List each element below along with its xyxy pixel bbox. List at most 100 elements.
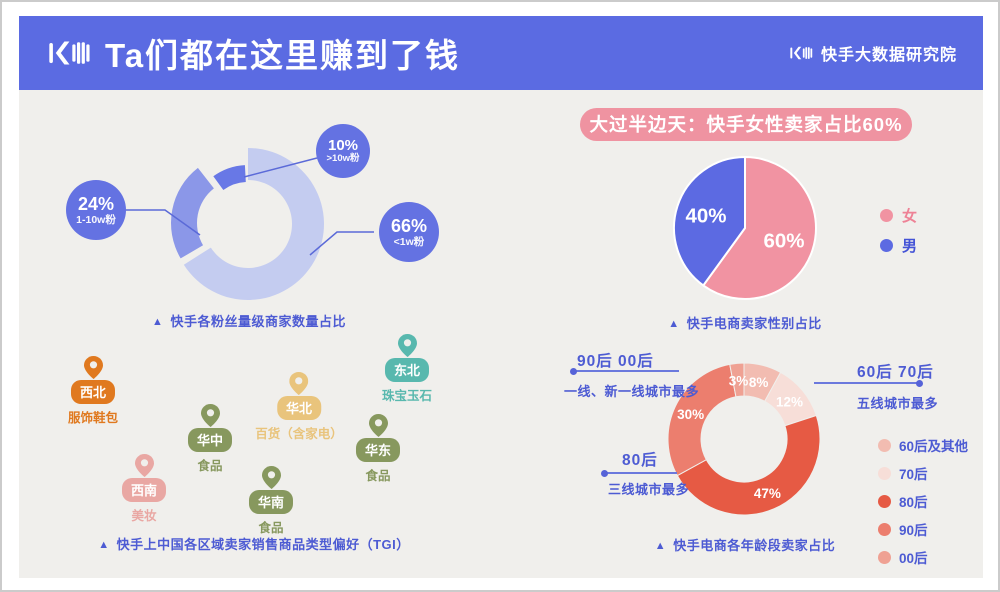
legend-label: 80后 [899,495,928,510]
gender-slice-label: 40% [685,204,726,227]
triangle-marker-icon: ▲ [98,539,110,551]
age-segment-90后 [667,363,737,477]
region-category-label: 食品 [258,521,284,535]
age-annotation-60-70-line [814,379,923,387]
age-legend-item-00后: 00后 [878,547,968,567]
kuaishou-logo-icon [49,41,90,65]
age-segment-label: 47% [754,486,781,501]
age-annotation-60-70-sub: 五线城市最多 [857,396,939,411]
region-item-华北: 华北百货（含家电） [255,372,343,442]
fans-segment->10w粉 [213,165,246,191]
gender-pie-chart: 60% 40% [673,155,817,300]
region-name-badge: 华东 [355,438,401,462]
callout-label: >10w粉 [326,153,360,165]
age-legend-item-90后: 90后 [878,519,968,539]
fans-segment-<1w粉 [183,148,324,301]
age-annotation-60-70-title: 60后 70后 [857,364,934,381]
region-item-西南: 西南 美妆 [121,454,167,524]
map-pin-icon [397,334,417,357]
age-legend-item-60后及其他: 60后及其他 [878,435,968,455]
header-left: Ta们都在这里赚到了钱 [45,29,460,77]
age-annotation-80-line [601,469,677,477]
region-item-西北: 西北 服饰鞋包 [68,356,118,426]
age-legend: 60后及其他 70后 80后 90后 00后 [878,435,968,567]
region-item-华中: 华中 食品 [187,404,233,474]
age-segment-80后 [676,414,821,516]
region-category-label: 珠宝玉石 [381,389,433,403]
callout-bubble-under-1w: 66% <1w粉 [379,202,439,262]
age-segment-label: 8% [749,375,769,390]
age-segment-label: 30% [677,407,704,422]
region-category-label: 服饰鞋包 [67,411,119,425]
age-chart-caption: ▲ 快手电商各年龄段卖家占比 [654,538,836,553]
region-item-华南: 华南 食品 [248,466,294,536]
legend-label: 女 [902,208,918,225]
region-name-badge: 东北 [384,358,430,382]
age-annotation-80-title: 80后 [622,452,658,469]
map-pin-icon [289,372,309,395]
kuaishou-logo-icon-small [790,46,813,60]
region-name-badge: 华北 [276,396,322,420]
triangle-marker-icon: ▲ [152,316,164,328]
callout-bubble-1-10w: 24% 1-10w粉 [66,180,126,240]
gender-chart-caption: ▲ 快手电商卖家性别占比 [668,316,822,331]
callout-label: 1-10w粉 [76,214,116,227]
fans-leader-line [125,209,201,236]
region-name-badge: 西北 [70,380,116,404]
region-item-东北: 东北 珠宝玉石 [382,334,432,404]
gender-legend-item-女: 女 [880,205,917,226]
region-name-badge: 华中 [187,428,233,452]
gender-slice-label: 60% [763,230,804,253]
fans-donut-chart [125,148,374,301]
age-legend-item-70后: 70后 [878,463,968,483]
header-bar: Ta们都在这里赚到了钱 快手大数据研究院 [19,16,983,90]
age-annotation-90-00-title: 90后 00后 [577,353,654,370]
legend-label: 90后 [899,523,928,538]
age-donut-chart: 8% 12% 47% 30% 3% [667,362,821,516]
legend-label: 00后 [899,551,928,566]
gender-banner: 大过半边天：快手女性卖家占比60% [580,108,912,141]
fans-leader-line [309,231,374,256]
region-category-label: 食品 [197,459,223,473]
legend-label: 70后 [899,467,928,482]
content-area [19,90,983,578]
callout-percent: 24% [77,193,115,214]
header-right: 快手大数据研究院 [788,41,957,65]
legend-dot [878,522,891,536]
triangle-marker-icon: ▲ [668,318,680,330]
map-pin-icon [200,404,220,427]
region-map-caption: ▲ 快手上中国各区域卖家销售商品类型偏好（TGI） [98,537,410,552]
fans-leader-line [243,157,318,178]
legend-dot [878,466,891,480]
callout-label: <1w粉 [393,236,425,249]
age-annotation-90-00-sub: 一线、新一线城市最多 [564,384,700,399]
callout-percent: 10% [327,136,359,154]
region-name-badge: 华南 [248,490,294,514]
fans-segment-1-10w粉 [171,167,214,259]
legend-label: 60后及其他 [899,439,969,454]
region-name-badge: 西南 [121,478,167,502]
gender-legend: 女男 [880,205,917,256]
map-pin-icon [368,414,388,437]
legend-dot [880,239,893,252]
legend-dot [880,209,893,222]
age-annotation-80-sub: 三线城市最多 [608,482,690,497]
fans-chart-caption: ▲ 快手各粉丝量级商家数量占比 [152,314,346,329]
age-segment-label: 12% [776,394,803,409]
map-pin-icon [83,356,103,379]
callout-percent: 66% [390,215,428,236]
page-title: Ta们都在这里赚到了钱 [105,37,461,74]
region-category-label: 百货（含家电） [255,427,343,441]
map-pin-icon [261,466,281,489]
gender-slice-男 [673,155,746,287]
legend-dot [878,494,891,508]
map-pin-icon [134,454,154,477]
callout-bubble-10w: 10% >10w粉 [316,124,370,178]
region-category-label: 食品 [365,469,391,483]
legend-label: 男 [902,238,918,255]
region-category-label: 美妆 [131,509,157,523]
triangle-marker-icon: ▲ [654,540,667,552]
gender-legend-item-男: 男 [880,235,917,256]
gender-slice-女 [701,155,817,300]
